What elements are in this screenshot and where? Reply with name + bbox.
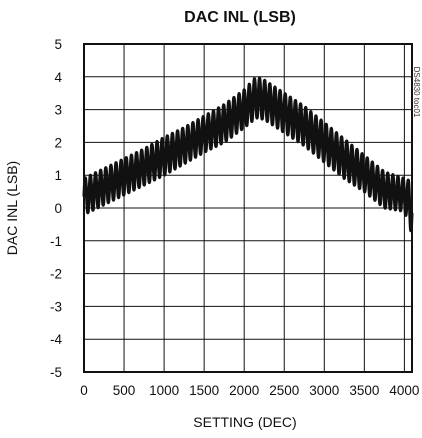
- x-axis-label: SETTING (DEC): [193, 414, 296, 430]
- x-tick-label: 1500: [189, 383, 219, 398]
- y-tick-label: -3: [50, 299, 62, 314]
- y-tick-label: 0: [54, 201, 62, 216]
- y-tick-label: 2: [54, 135, 62, 150]
- plot-frame: [83, 43, 413, 373]
- y-tick-labels: 5 4 3 2 1 0 -1 -2 -3 -4 -5: [50, 37, 63, 380]
- x-tick-label: 3500: [349, 383, 379, 398]
- y-tick-label: -2: [50, 267, 62, 282]
- x-tick-label: 0: [80, 383, 88, 398]
- x-tick-label: 2500: [269, 383, 299, 398]
- y-tick-label: 1: [54, 168, 62, 183]
- x-tick-label: 4000: [389, 383, 419, 398]
- inl-series-line: [82, 76, 414, 233]
- data-series: [82, 76, 414, 233]
- y-tick-label: 3: [54, 103, 62, 118]
- y-tick-label: 4: [54, 70, 62, 85]
- y-tick-label: -5: [50, 365, 62, 380]
- y-tick-label: -1: [50, 234, 62, 249]
- y-tick-label: 5: [54, 37, 62, 52]
- x-tick-label: 2000: [229, 383, 259, 398]
- chart-title: DAC INL (LSB): [184, 9, 296, 26]
- x-tick-label: 3000: [309, 383, 339, 398]
- y-tick-label: -4: [50, 332, 62, 347]
- x-tick-label: 500: [113, 383, 136, 398]
- x-tick-labels: 0 500 1000 1500 2000 2500 3000 3500 4000: [80, 383, 419, 398]
- figure-id-annotation: DS4830 toc01: [412, 67, 421, 118]
- y-axis-label: DAC INL (LSB): [4, 161, 20, 255]
- x-tick-label: 1000: [149, 383, 179, 398]
